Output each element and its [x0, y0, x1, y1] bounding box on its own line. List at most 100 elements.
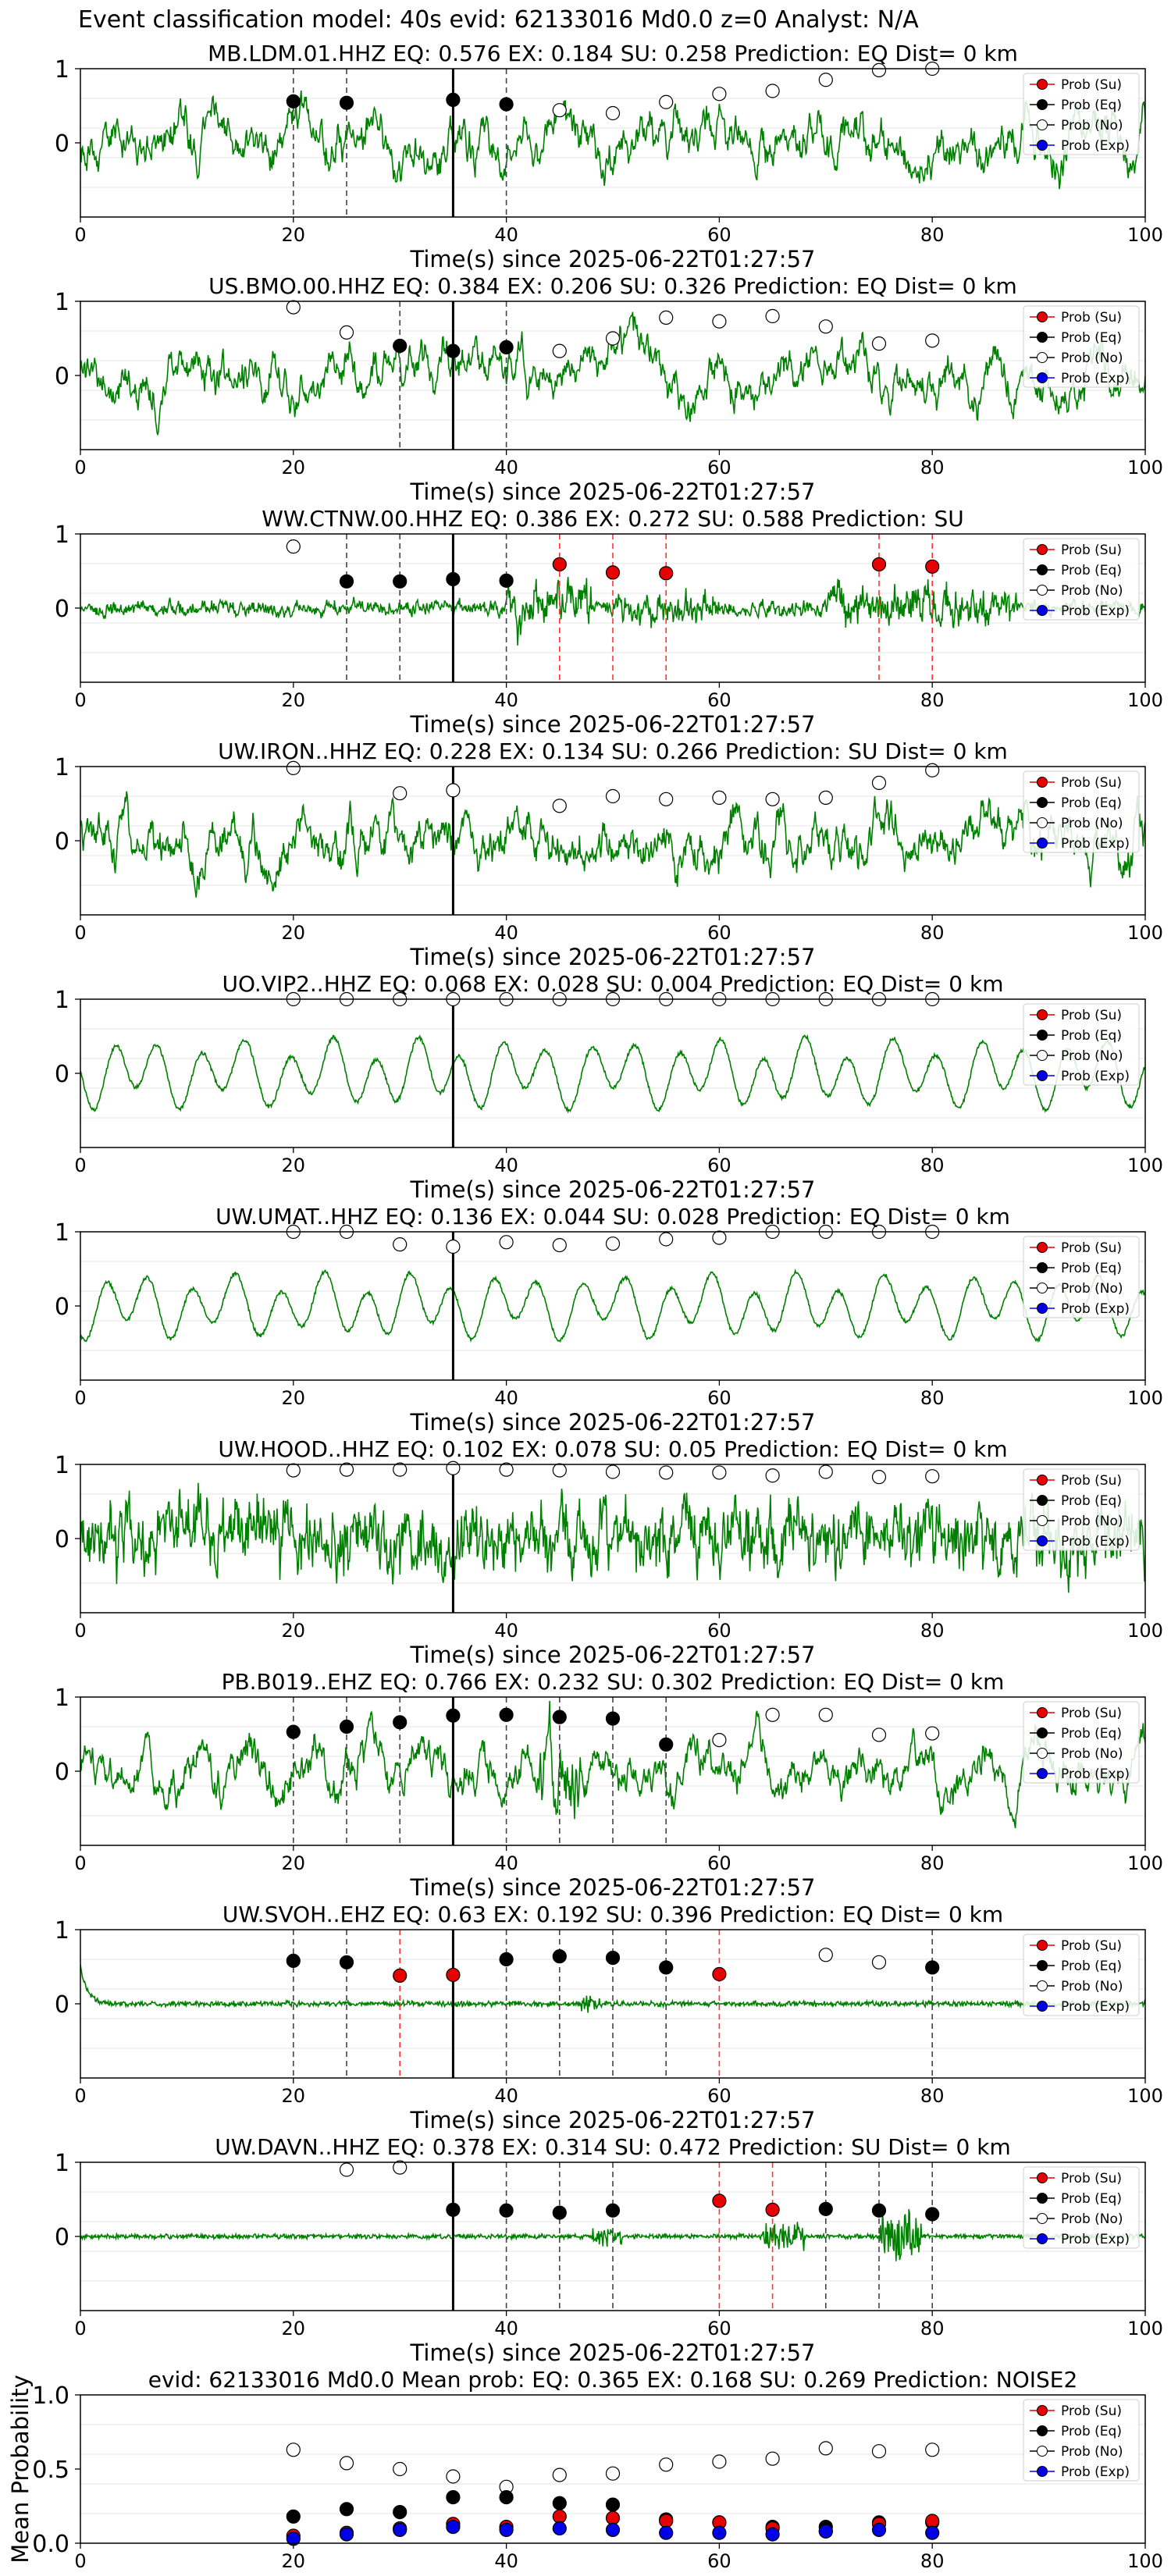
prob-point-su: [605, 2510, 621, 2525]
legend-label-exp: Prob (Exp): [1061, 836, 1130, 852]
legend-marker-no: [1037, 1980, 1048, 1991]
prob-point-su: [871, 557, 887, 572]
legend-marker-exp: [1037, 2001, 1048, 2012]
y-tick-label: 0: [55, 1293, 69, 1321]
y-axis-label: Mean Probability: [7, 2375, 34, 2564]
legend-marker-eq: [1037, 564, 1048, 575]
legend-marker-su: [1037, 1242, 1048, 1253]
x-tick-label: 40: [494, 1387, 518, 1409]
x-tick-label: 60: [707, 689, 731, 711]
x-axis-label: Time(s) since 2025-06-22T01:27:57: [410, 1642, 816, 1668]
legend-label-eq: Prob (Eq): [1061, 1028, 1122, 1044]
prob-point-no: [765, 308, 780, 324]
x-axis-label: Time(s) since 2025-06-22T01:27:57: [410, 246, 816, 272]
x-tick-label: 80: [920, 1387, 945, 1409]
legend-marker-su: [1037, 2405, 1048, 2416]
legend-marker-su: [1037, 544, 1048, 555]
prob-point-no: [605, 1464, 621, 1479]
prob-point-no: [765, 84, 780, 98]
y-tick-label: 1: [55, 1685, 69, 1712]
prob-point-eq: [552, 1710, 567, 1724]
y-tick-label: 1: [55, 1917, 69, 1944]
station-panel-7: 0 20 40 60 80 100 1 0 Prob (Su) Prob (Eq) Prob (No…: [55, 1436, 1163, 1668]
legend-label-exp: Prob (Exp): [1061, 1999, 1130, 2015]
legend-marker-su: [1037, 2172, 1048, 2183]
prob-point-no: [818, 2441, 833, 2456]
y-tick-label: 0: [55, 1061, 69, 1088]
legend-marker-no: [1037, 1748, 1048, 1759]
x-tick-label: 60: [707, 2318, 731, 2339]
x-tick-label: 40: [494, 224, 518, 246]
prob-point-exp: [765, 2527, 780, 2542]
prob-point-no: [818, 1948, 833, 1962]
prob-point-no: [712, 87, 727, 101]
prob-point-su: [925, 2514, 940, 2528]
prob-point-eq: [499, 2490, 514, 2505]
prob-point-eq: [605, 1951, 621, 1966]
legend: Prob (Su) Prob (Eq) Prob (No) Prob (Exp): [1023, 2166, 1140, 2249]
prob-point-no: [446, 1239, 461, 1254]
y-tick-label: 1: [55, 1452, 69, 1479]
legend-marker-exp: [1037, 2233, 1048, 2244]
legend-label-su: Prob (Su): [1061, 310, 1122, 326]
prob-point-eq: [552, 2205, 567, 2220]
prob-point-eq: [446, 2490, 461, 2505]
prob-point-no: [446, 783, 461, 798]
x-tick-label: 0: [74, 457, 86, 479]
prob-point-no: [765, 1468, 780, 1483]
y-tick-label: 0: [55, 828, 69, 856]
legend-marker-eq: [1037, 1262, 1048, 1273]
prob-point-no: [659, 1232, 674, 1247]
prob-point-no: [871, 2444, 887, 2459]
prob-point-eq: [339, 2502, 354, 2517]
legend-label-no: Prob (No): [1061, 2211, 1123, 2227]
subplot-title: UO.VIP2..HHZ EQ: 0.068 EX: 0.028 SU: 0.0…: [222, 971, 1004, 997]
station-panel-1: 0 20 40 60 80 100 1 0 Prob (Su) Prob (Eq) Prob (No…: [55, 41, 1163, 272]
legend: Prob (Su) Prob (Eq) Prob (No) Prob (Exp): [1023, 538, 1140, 621]
legend-label-no: Prob (No): [1061, 816, 1123, 831]
prob-point-eq: [499, 1707, 514, 1722]
waveform-trace: [80, 1034, 1145, 1114]
prob-point-no: [925, 763, 940, 777]
prob-point-no: [605, 2466, 621, 2481]
legend-label-eq: Prob (Eq): [1061, 1959, 1122, 1974]
prob-point-no: [286, 1463, 301, 1478]
y-tick-label: 1: [55, 521, 69, 549]
prob-point-no: [605, 788, 621, 804]
legend-label-no: Prob (No): [1061, 583, 1123, 599]
x-tick-label: 60: [707, 1387, 731, 1409]
waveform-trace: [80, 1482, 1145, 1593]
legend-label-exp: Prob (Exp): [1061, 1301, 1130, 1317]
legend: Prob (Su) Prob (Eq) Prob (No) Prob (Exp): [1023, 1701, 1140, 1784]
x-tick-label: 0: [74, 2085, 86, 2107]
legend-label-eq: Prob (Eq): [1061, 795, 1122, 811]
subplot-title: WW.CTNW.00.HHZ EQ: 0.386 EX: 0.272 SU: 0…: [262, 506, 964, 532]
x-tick-label: 80: [920, 922, 945, 944]
prob-point-exp: [499, 2522, 514, 2537]
prob-point-no: [712, 790, 727, 806]
prob-point-su: [659, 2514, 674, 2528]
prob-point-no: [393, 1237, 408, 1252]
legend-label-exp: Prob (Exp): [1061, 138, 1130, 154]
legend-marker-no: [1037, 1515, 1048, 1526]
x-tick-label: 20: [282, 2550, 306, 2572]
prob-point-no: [712, 1465, 727, 1480]
prob-point-no: [818, 1464, 833, 1479]
x-tick-label: 40: [494, 2550, 518, 2572]
x-tick-label: 40: [494, 457, 518, 479]
x-tick-label: 60: [707, 224, 731, 246]
station-panel-6: 0 20 40 60 80 100 1 0 Prob (Su) Prob (Eq) Prob (No…: [55, 1204, 1163, 1436]
prob-point-no: [871, 1470, 887, 1485]
station-panel-3: 0 20 40 60 80 100 1 0 Prob (Su) Prob (Eq) Prob (No…: [55, 506, 1163, 738]
x-tick-label: 0: [74, 1620, 86, 1642]
prob-point-eq: [339, 1719, 354, 1735]
prob-point-eq: [605, 1711, 621, 1726]
prob-point-no: [446, 2469, 461, 2484]
prob-point-no: [765, 1707, 780, 1722]
legend-label-eq: Prob (Eq): [1061, 2191, 1122, 2207]
station-panel-10: 0 20 40 60 80 100 1 0 Prob (Su) Prob (Eq) Prob (No…: [55, 2134, 1163, 2366]
prob-point-no: [659, 2457, 674, 2472]
prob-point-eq: [286, 1953, 301, 1968]
legend-label-su: Prob (Su): [1061, 2171, 1122, 2186]
x-tick-label: 60: [707, 922, 731, 944]
